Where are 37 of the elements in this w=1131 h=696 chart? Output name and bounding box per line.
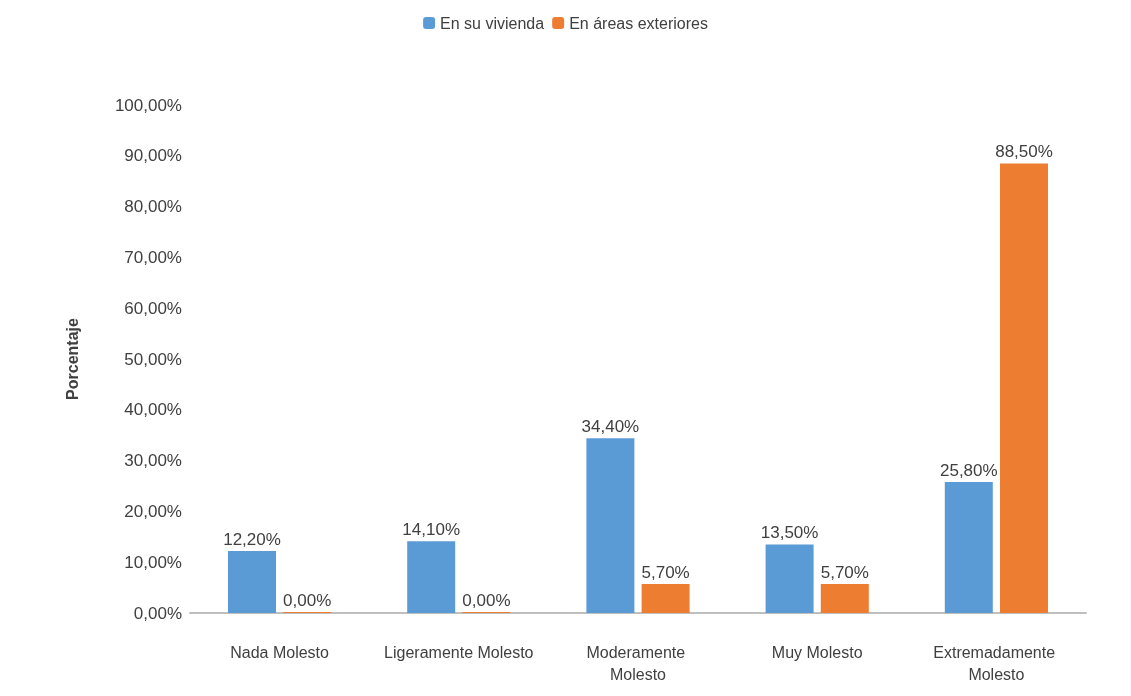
bar (944, 481, 993, 613)
x-tick-label: Nada Molesto (230, 643, 330, 661)
y-tick-label: 40,00% (124, 400, 182, 420)
x-tick-label: Ligeramente Molesto (384, 643, 534, 661)
x-tick-label: Extremadamente Molesto (933, 643, 1060, 683)
bar (407, 541, 456, 613)
data-label: 0,00% (462, 591, 511, 610)
data-label: 25,80% (939, 460, 998, 480)
bar (586, 438, 635, 613)
legend-label: En áreas exteriores (569, 14, 708, 32)
data-label: 12,20% (223, 530, 281, 550)
y-tick-label: 100,00% (114, 95, 182, 115)
data-label: 5,70% (820, 563, 869, 583)
data-label: 5,70% (641, 563, 690, 583)
bar (228, 551, 276, 613)
bar (820, 584, 869, 613)
y-tick-label: 20,00% (124, 501, 182, 521)
data-label: 13,50% (760, 523, 819, 543)
bar (641, 584, 690, 613)
y-tick-label: 0,00% (133, 603, 182, 623)
data-label: 34,40% (581, 417, 640, 437)
y-tick-label: 10,00% (124, 552, 182, 572)
y-tick-label: 30,00% (124, 451, 182, 471)
x-tick-label: Muy Molesto (771, 643, 863, 661)
y-tick-label: 80,00% (124, 197, 182, 217)
data-label: 14,10% (402, 520, 461, 540)
data-label: 0,00% (283, 591, 332, 610)
y-tick-label: 50,00% (124, 349, 182, 369)
y-tick-label: 90,00% (124, 146, 182, 166)
data-label: 88,50% (995, 142, 1053, 162)
y-axis-title: Porcentaje (63, 317, 81, 400)
y-tick-label: 70,00% (124, 247, 182, 267)
legend-label: En su vivienda (440, 14, 545, 32)
x-tick-label: Moderamente Molesto (586, 643, 690, 683)
y-tick-label: 60,00% (124, 298, 182, 318)
bar (765, 544, 814, 613)
bar (1000, 163, 1048, 613)
